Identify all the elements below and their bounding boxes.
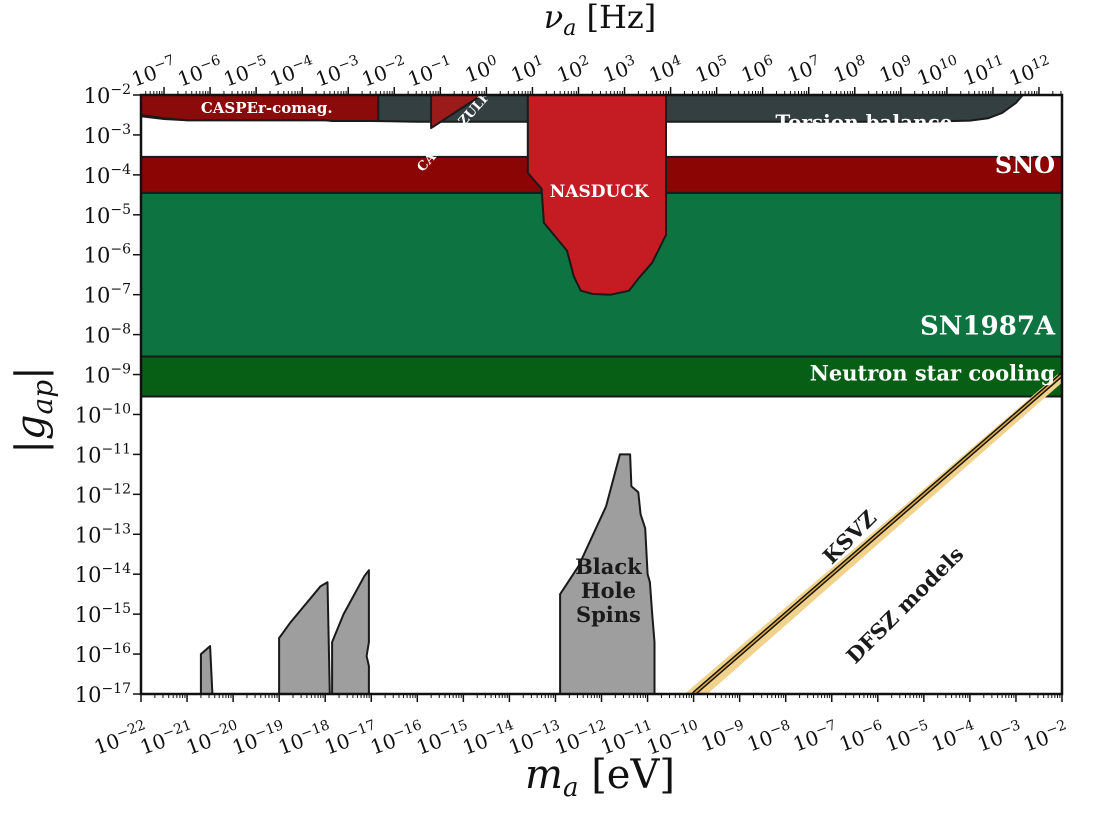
label-nasduck: NASDUCK [550,182,650,202]
x-tick-label: 10−8 [744,717,796,756]
y-tick-label: 10−13 [75,521,131,547]
x2-tick-label: 1010 [913,52,962,90]
y-tick-label: 10−2 [84,82,131,108]
y-tick-label: 10−10 [75,401,131,427]
x-axis-title: ma [eV] [525,752,675,803]
label-sno: SNO [995,150,1055,179]
x2-tick-label: 10−6 [174,52,226,91]
y-tick-label: 10−3 [84,122,131,148]
y-axis-title: |gap| [8,366,59,453]
label-neutron-star-cooling: Neutron star cooling [810,361,1056,386]
region-black-hole-spins-3 [331,569,370,694]
x2-tick-label: 107 [784,52,825,87]
x2-tick-label: 10−1 [404,52,456,91]
x2-axis-title: νa [Hz] [544,0,656,41]
x-tick-label: 10−5 [882,717,934,756]
y-tick-label: 10−17 [75,681,131,707]
x2-tick-label: 10−3 [312,52,364,91]
region-casper-zulf [430,95,483,130]
x-tick-label: 10−4 [928,717,980,756]
label-dfsz-models: DFSZ models [841,541,968,668]
region-black-hole-spins-1 [199,645,214,694]
y-tick-label: 10−15 [75,601,131,627]
y-tick-label: 10−4 [84,162,131,188]
y-tick-label: 10−14 [75,561,131,587]
label-sn1987a: SN1987A [920,312,1056,342]
label-casper-comag: CASPEr-comag. [201,99,333,117]
x-tick-label: 10−3 [974,717,1026,756]
region-neutron-star-cooling [141,355,1062,398]
y-tick-label: 10−6 [84,242,131,268]
x2-tick-label: 101 [507,52,548,87]
x2-tick-label: 10−4 [266,52,318,91]
x2-tick-label: 104 [645,52,686,87]
region-nasduck [526,95,667,296]
label-black-hole-spins: Black Hole Spins [575,554,642,627]
y-tick-label: 10−11 [75,441,131,467]
x-tick-label: 10−9 [697,717,749,756]
y-tick-label: 10−16 [75,641,131,667]
x2-tick-label: 109 [876,52,917,87]
y-tick-label: 10−8 [84,322,131,348]
x2-tick-label: 10−7 [128,52,180,91]
x-tick-label: 10−7 [790,717,842,756]
x2-tick-label: 105 [691,52,732,87]
region-black-hole-spins [559,453,656,694]
x2-tick-label: 10−2 [358,52,410,91]
region-casper-comag [141,95,380,122]
y-tick-label: 10−9 [84,362,131,388]
y-tick-label: 10−7 [84,282,131,308]
x2-tick-label: 1012 [1005,52,1054,90]
y-tick-label: 10−12 [75,481,131,507]
x-tick-label: 10−2 [1020,717,1072,756]
y-tick-label: 10−5 [84,202,131,228]
x2-tick-label: 103 [599,52,640,87]
regions-layer [141,95,1062,694]
x-tick-label: 10−6 [836,717,888,756]
x2-tick-label: 106 [738,52,779,87]
x-tick-label: 10−22 [90,717,150,759]
region-black-hole-spins-2 [278,581,331,694]
x2-tick-label: 108 [830,52,871,87]
x2-tick-label: 1011 [959,52,1008,90]
label-torsion-balance: Torsion balance [775,110,952,134]
x-tick-label: 10−18 [275,717,335,759]
x2-tick-label: 102 [553,52,594,87]
x2-tick-label: 100 [461,52,502,87]
line-ksvz [693,373,1062,694]
x2-tick-label: 10−5 [220,52,272,91]
